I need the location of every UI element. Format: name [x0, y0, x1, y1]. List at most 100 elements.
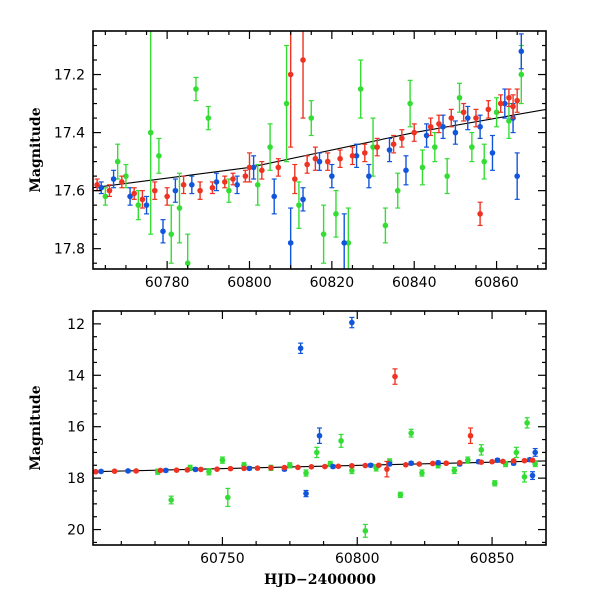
data-point — [524, 420, 530, 426]
data-point — [287, 71, 294, 78]
data-point — [510, 103, 516, 110]
data-point — [440, 123, 446, 130]
data-point — [518, 48, 525, 55]
data-point — [399, 135, 405, 142]
series-2 — [93, 368, 536, 478]
y-tick-label: 17.2 — [54, 68, 85, 84]
data-point — [451, 467, 458, 474]
data-point — [297, 345, 304, 352]
data-point — [268, 465, 274, 471]
data-point — [500, 458, 506, 465]
data-point — [497, 100, 504, 107]
top-plot-area — [93, 31, 546, 269]
data-point — [304, 161, 310, 168]
data-point — [173, 467, 180, 473]
data-point — [345, 240, 352, 246]
data-point — [467, 432, 474, 439]
data-point — [478, 447, 485, 453]
data-point — [131, 190, 137, 197]
data-point — [502, 100, 508, 107]
data-point — [456, 459, 463, 466]
bottom-panel: 60750 60800 60850 12 14 16 18 20 Magnitude HJD−… — [28, 310, 547, 588]
data-point — [227, 465, 234, 472]
data-point — [489, 458, 495, 465]
data-point — [432, 144, 438, 150]
data-point — [402, 461, 409, 468]
data-point — [287, 240, 294, 246]
trend-line — [93, 108, 546, 189]
data-point — [219, 457, 226, 463]
data-point — [362, 150, 368, 156]
data-point — [151, 187, 158, 194]
data-point — [349, 319, 355, 326]
data-point — [481, 158, 488, 165]
data-point — [205, 115, 212, 121]
data-point — [382, 222, 389, 229]
data-point — [157, 467, 164, 474]
data-point — [386, 461, 393, 467]
x-tick-label: 60850 — [470, 551, 515, 567]
data-point — [367, 462, 374, 469]
data-point — [494, 457, 501, 463]
data-point — [390, 141, 397, 147]
data-point — [394, 187, 401, 194]
data-point — [349, 467, 355, 474]
data-point — [283, 100, 290, 107]
data-point — [172, 187, 179, 194]
series-2 — [94, 31, 520, 227]
data-point — [139, 196, 146, 203]
data-point — [198, 466, 204, 473]
data-point — [281, 464, 288, 471]
data-point — [322, 463, 328, 470]
data-point — [94, 182, 100, 188]
data-point — [429, 460, 436, 467]
data-point — [357, 86, 364, 92]
data-point — [444, 173, 450, 179]
data-point — [341, 240, 348, 246]
x-tick-label: 60820 — [310, 275, 355, 291]
x-tick-label: 60750 — [200, 551, 245, 567]
data-point — [209, 184, 216, 191]
data-point — [180, 182, 187, 188]
data-point — [291, 176, 298, 182]
data-point — [300, 57, 306, 63]
data-point — [489, 150, 496, 156]
data-point — [518, 71, 525, 78]
data-point — [506, 118, 512, 124]
top-panel: 60780 60800 60820 60840 60860 17.2 17.4 17.6 17.… — [28, 30, 547, 291]
bottom-plot-area — [93, 316, 546, 538]
data-point — [337, 155, 343, 162]
data-point — [230, 176, 236, 182]
data-point — [491, 480, 498, 487]
data-point — [176, 205, 183, 211]
data-point — [98, 468, 104, 475]
series-1 — [98, 316, 539, 498]
data-point — [143, 202, 150, 208]
data-point — [510, 458, 517, 464]
data-point — [110, 176, 117, 182]
data-point — [111, 468, 118, 475]
data-point — [386, 147, 393, 153]
data-point — [529, 472, 536, 479]
data-point — [521, 474, 528, 480]
data-point — [102, 193, 109, 200]
data-point — [448, 115, 455, 121]
data-point — [374, 144, 380, 150]
data-point — [423, 132, 430, 139]
data-point — [464, 115, 471, 121]
data-point — [478, 459, 485, 466]
data-point — [308, 115, 315, 121]
data-point — [521, 457, 528, 464]
data-point — [163, 467, 169, 474]
data-point — [333, 211, 339, 217]
data-point — [353, 153, 360, 159]
data-point — [213, 179, 220, 185]
data-point — [513, 449, 520, 456]
data-point — [303, 490, 309, 497]
top-axes-frame — [92, 30, 547, 270]
top-y-axis-label: Magnitude — [28, 107, 44, 192]
data-point — [296, 202, 302, 208]
y-tick-label: 18 — [67, 471, 85, 487]
data-point — [168, 231, 175, 237]
